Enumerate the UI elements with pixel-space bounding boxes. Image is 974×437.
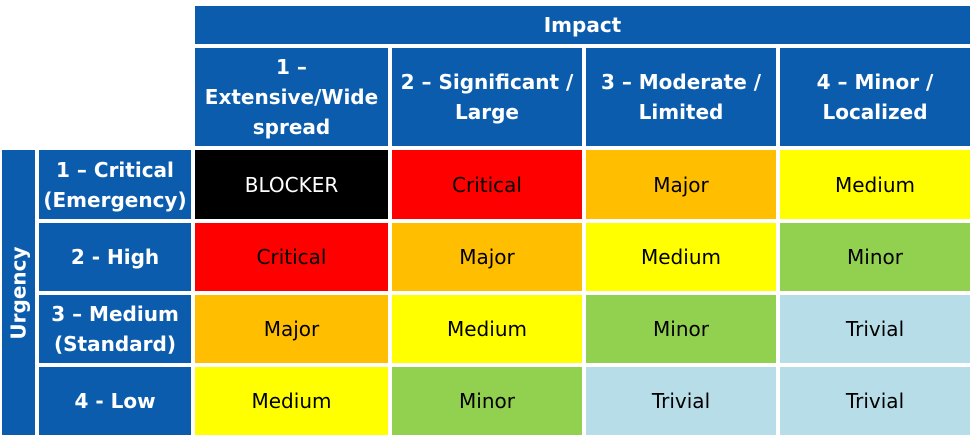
matrix-cell-label: Major bbox=[263, 317, 320, 341]
matrix-cell-label: Trivial bbox=[651, 389, 711, 413]
matrix-cell-label: Critical bbox=[256, 245, 327, 269]
matrix-cell-r4-c4: Trivial bbox=[778, 365, 972, 437]
matrix-cell-r4-c2: Minor bbox=[390, 365, 584, 437]
matrix-cell-r3-c3: Minor bbox=[584, 293, 778, 365]
matrix-cell-r1-c1: BLOCKER bbox=[193, 148, 390, 221]
urgency-header: Urgency bbox=[0, 148, 37, 437]
matrix-cell-r2-c1: Critical bbox=[193, 221, 390, 293]
matrix-cell-label: Minor bbox=[653, 317, 709, 341]
urgency-row-1-header: 1 – Critical (Emergency) bbox=[37, 148, 193, 221]
matrix-cell-label: BLOCKER bbox=[244, 172, 339, 197]
impact-col-1-header: 1 – Extensive/Wide spread bbox=[193, 46, 390, 148]
matrix-cell-r1-c4: Medium bbox=[778, 148, 972, 221]
matrix-cell-r2-c3: Medium bbox=[584, 221, 778, 293]
matrix-cell-r3-c1: Major bbox=[193, 293, 390, 365]
urgency-row-4-header: 4 - Low bbox=[37, 365, 193, 437]
matrix-cell-label: Medium bbox=[835, 172, 915, 197]
urgency-row-1-label: 1 – Critical (Emergency) bbox=[43, 157, 187, 212]
matrix-cell-r1-c2: Critical bbox=[390, 148, 584, 221]
impact-col-3-label: 3 – Moderate / Limited bbox=[600, 70, 762, 124]
matrix-cell-label: Medium bbox=[447, 317, 527, 341]
matrix-cell-label: Minor bbox=[847, 245, 903, 269]
impact-col-3-header: 3 – Moderate / Limited bbox=[584, 46, 778, 148]
matrix-cell-r1-c3: Major bbox=[584, 148, 778, 221]
matrix-cell-r3-c2: Medium bbox=[390, 293, 584, 365]
urgency-row-2-label: 2 - High bbox=[70, 245, 160, 269]
matrix-cell-label: Medium bbox=[641, 245, 721, 269]
matrix-cell-r4-c3: Trivial bbox=[584, 365, 778, 437]
matrix-cell-label: Medium bbox=[251, 389, 332, 413]
matrix-cell-label: Minor bbox=[459, 389, 515, 413]
matrix-cell-label: Major bbox=[459, 245, 515, 269]
matrix-cell-r2-c4: Minor bbox=[778, 221, 972, 293]
impact-col-2-header: 2 – Significant / Large bbox=[390, 46, 584, 148]
impact-header: Impact bbox=[193, 4, 972, 46]
urgency-row-3-label: 3 – Medium (Standard) bbox=[51, 302, 179, 356]
urgency-title: Urgency bbox=[6, 245, 31, 340]
urgency-row-2-header: 2 - High bbox=[37, 221, 193, 293]
matrix-cell-label: Trivial bbox=[845, 317, 905, 341]
impact-title: Impact bbox=[543, 13, 622, 37]
matrix-cell-label: Trivial bbox=[845, 389, 905, 413]
impact-col-4-header: 4 – Minor / Localized bbox=[778, 46, 972, 148]
impact-col-1-label: 1 – Extensive/Wide spread bbox=[204, 55, 379, 139]
matrix-cell-label: Critical bbox=[452, 172, 522, 197]
urgency-row-4-label: 4 - Low bbox=[74, 389, 156, 413]
matrix-cell-r3-c4: Trivial bbox=[778, 293, 972, 365]
impact-col-2-label: 2 – Significant / Large bbox=[400, 70, 574, 124]
urgency-row-3-header: 3 – Medium (Standard) bbox=[37, 293, 193, 365]
matrix-cell-r2-c2: Major bbox=[390, 221, 584, 293]
matrix-cell-label: Major bbox=[653, 172, 709, 197]
matrix-cell-r4-c1: Medium bbox=[193, 365, 390, 437]
impact-col-4-label: 4 – Minor / Localized bbox=[816, 70, 934, 124]
